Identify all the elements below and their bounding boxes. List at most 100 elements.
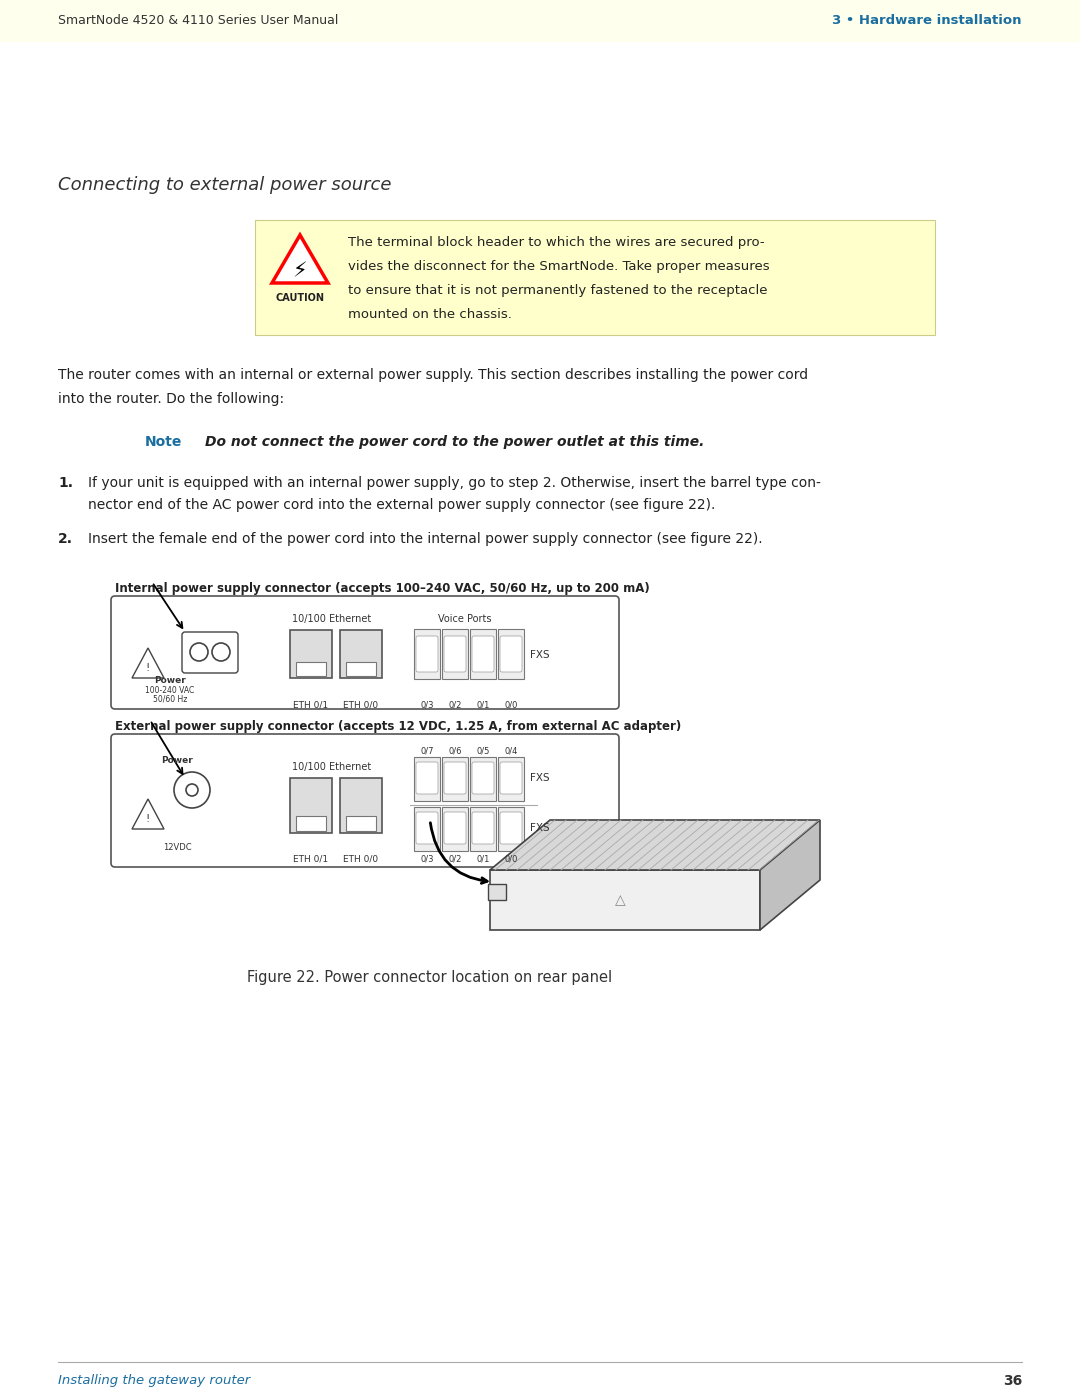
FancyBboxPatch shape <box>498 757 524 800</box>
Text: The terminal block header to which the wires are secured pro-: The terminal block header to which the w… <box>348 236 765 249</box>
FancyBboxPatch shape <box>470 757 496 800</box>
FancyBboxPatch shape <box>416 812 438 844</box>
Text: 3 • Hardware installation: 3 • Hardware installation <box>833 14 1022 28</box>
Text: 50/60 Hz: 50/60 Hz <box>152 694 187 704</box>
Bar <box>340 778 382 833</box>
FancyBboxPatch shape <box>444 636 465 672</box>
Polygon shape <box>132 799 164 828</box>
Text: FXS: FXS <box>530 823 550 833</box>
FancyBboxPatch shape <box>416 761 438 793</box>
FancyBboxPatch shape <box>442 807 468 851</box>
Bar <box>291 630 332 678</box>
Polygon shape <box>490 820 820 870</box>
FancyBboxPatch shape <box>498 807 524 851</box>
Text: 12VDC: 12VDC <box>163 842 191 852</box>
Text: Do not connect the power cord to the power outlet at this time.: Do not connect the power cord to the pow… <box>205 434 704 448</box>
Text: FXS: FXS <box>530 773 550 782</box>
Polygon shape <box>760 820 820 930</box>
FancyBboxPatch shape <box>414 629 440 679</box>
Text: 10/100 Ethernet: 10/100 Ethernet <box>293 615 372 624</box>
FancyBboxPatch shape <box>472 636 494 672</box>
FancyBboxPatch shape <box>255 219 935 335</box>
Text: vides the disconnect for the SmartNode. Take proper measures: vides the disconnect for the SmartNode. … <box>348 260 770 272</box>
Text: 0/2: 0/2 <box>448 700 461 710</box>
Text: Insert the female end of the power cord into the internal power supply connector: Insert the female end of the power cord … <box>87 532 762 546</box>
Text: 0/1: 0/1 <box>476 700 489 710</box>
Text: ETH 0/1: ETH 0/1 <box>294 855 328 863</box>
FancyBboxPatch shape <box>416 636 438 672</box>
Text: ETH 0/1: ETH 0/1 <box>294 700 328 710</box>
Text: 0/1: 0/1 <box>476 855 489 863</box>
FancyBboxPatch shape <box>470 807 496 851</box>
Text: ETH 0/0: ETH 0/0 <box>343 855 379 863</box>
Text: Note: Note <box>145 434 183 448</box>
Text: ⚡: ⚡ <box>293 261 308 281</box>
FancyBboxPatch shape <box>472 761 494 793</box>
FancyBboxPatch shape <box>500 812 522 844</box>
Text: If your unit is equipped with an internal power supply, go to step 2. Otherwise,: If your unit is equipped with an interna… <box>87 476 821 490</box>
FancyBboxPatch shape <box>414 757 440 800</box>
Text: 10/100 Ethernet: 10/100 Ethernet <box>293 761 372 773</box>
Polygon shape <box>490 870 760 930</box>
FancyBboxPatch shape <box>442 757 468 800</box>
FancyBboxPatch shape <box>414 807 440 851</box>
Text: 0/7: 0/7 <box>420 746 434 754</box>
FancyBboxPatch shape <box>111 733 619 868</box>
Text: 0/0: 0/0 <box>504 855 517 863</box>
Text: to ensure that it is not permanently fastened to the receptacle: to ensure that it is not permanently fas… <box>348 284 768 298</box>
Bar <box>291 778 332 833</box>
Text: Voice Ports: Voice Ports <box>438 615 491 624</box>
Text: 0/5: 0/5 <box>476 746 489 754</box>
Text: Connecting to external power source: Connecting to external power source <box>58 176 391 194</box>
Text: into the router. Do the following:: into the router. Do the following: <box>58 393 284 407</box>
Text: 36: 36 <box>1002 1375 1022 1389</box>
Text: FXS: FXS <box>530 650 550 659</box>
Bar <box>346 662 376 676</box>
FancyBboxPatch shape <box>472 812 494 844</box>
Bar <box>0 0 1080 42</box>
Circle shape <box>186 784 198 796</box>
Polygon shape <box>272 235 328 284</box>
FancyBboxPatch shape <box>500 761 522 793</box>
Bar <box>296 662 326 676</box>
Text: Power: Power <box>161 756 193 766</box>
Text: Installing the gateway router: Installing the gateway router <box>58 1375 251 1387</box>
Bar <box>346 816 376 831</box>
FancyBboxPatch shape <box>111 597 619 710</box>
FancyBboxPatch shape <box>442 629 468 679</box>
FancyBboxPatch shape <box>183 631 238 673</box>
Text: 0/2: 0/2 <box>448 855 461 863</box>
Text: 2.: 2. <box>58 532 73 546</box>
Text: ETH 0/0: ETH 0/0 <box>343 700 379 710</box>
FancyBboxPatch shape <box>498 629 524 679</box>
Text: The router comes with an internal or external power supply. This section describ: The router comes with an internal or ext… <box>58 367 808 381</box>
Text: Figure 22. Power connector location on rear panel: Figure 22. Power connector location on r… <box>247 970 612 985</box>
Text: △: △ <box>615 893 625 907</box>
Text: !: ! <box>146 664 150 673</box>
Bar <box>296 816 326 831</box>
FancyBboxPatch shape <box>470 629 496 679</box>
Polygon shape <box>132 648 164 678</box>
Text: nector end of the AC power cord into the external power supply connector (see fi: nector end of the AC power cord into the… <box>87 497 715 511</box>
Circle shape <box>190 643 208 661</box>
Circle shape <box>212 643 230 661</box>
Text: 100-240 VAC: 100-240 VAC <box>146 686 194 694</box>
FancyBboxPatch shape <box>444 812 465 844</box>
Text: Internal power supply connector (accepts 100–240 VAC, 50/60 Hz, up to 200 mA): Internal power supply connector (accepts… <box>114 583 650 595</box>
FancyBboxPatch shape <box>500 636 522 672</box>
Text: Power: Power <box>154 676 186 685</box>
Text: CAUTION: CAUTION <box>275 293 324 303</box>
FancyBboxPatch shape <box>444 761 465 793</box>
Text: 0/6: 0/6 <box>448 746 462 754</box>
Text: 0/3: 0/3 <box>420 855 434 863</box>
Text: 0/0: 0/0 <box>504 700 517 710</box>
Text: !: ! <box>146 814 150 824</box>
Text: 1.: 1. <box>58 476 73 490</box>
Text: 0/4: 0/4 <box>504 746 517 754</box>
Bar <box>340 630 382 678</box>
Text: SmartNode 4520 & 4110 Series User Manual: SmartNode 4520 & 4110 Series User Manual <box>58 14 338 28</box>
Bar <box>488 884 507 900</box>
Text: 0/3: 0/3 <box>420 700 434 710</box>
Text: External power supply connector (accepts 12 VDC, 1.25 A, from external AC adapte: External power supply connector (accepts… <box>114 719 681 733</box>
Text: mounted on the chassis.: mounted on the chassis. <box>348 307 512 321</box>
